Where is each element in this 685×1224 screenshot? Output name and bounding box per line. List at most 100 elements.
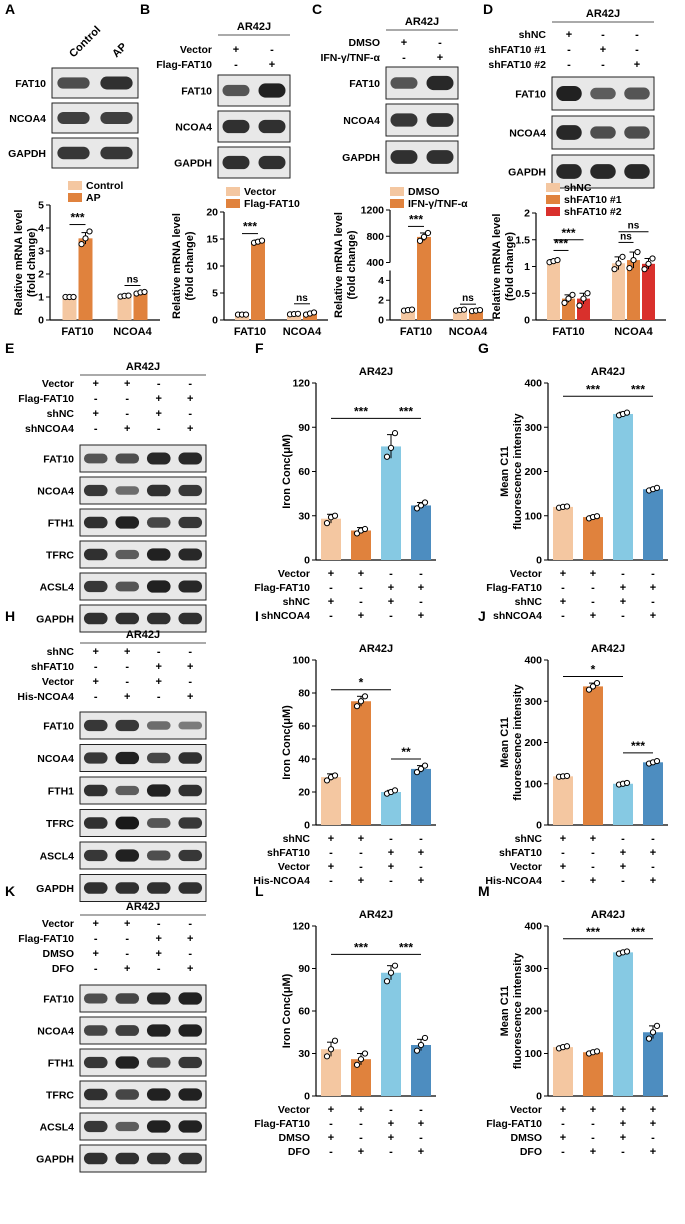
condition-sign: +: [124, 423, 130, 435]
panel-label: E: [5, 340, 14, 356]
data-point: [327, 1046, 335, 1053]
data-point: [353, 530, 361, 537]
protein-band: [222, 84, 250, 97]
condition-sign: -: [561, 1146, 565, 1158]
bar: [553, 506, 573, 560]
data-point: [569, 291, 576, 298]
protein-band: [115, 719, 140, 732]
condition-sign: +: [187, 393, 193, 405]
significance-label: **: [401, 745, 411, 759]
condition-label: shNC: [515, 833, 543, 845]
lane-header: AP: [110, 41, 129, 60]
y-tick-label: 100: [292, 655, 310, 667]
data-point: [331, 512, 339, 519]
protein-band: [83, 453, 108, 464]
data-point: [86, 228, 93, 235]
chart-title: AR42J: [359, 909, 393, 921]
condition-label: Flag-FAT10: [18, 393, 74, 405]
condition-label: Vector: [278, 568, 310, 580]
protein-band: [178, 817, 203, 829]
legend-swatch: [390, 199, 404, 208]
y-tick-label: 100: [524, 778, 542, 790]
condition-sign: -: [125, 676, 129, 688]
condition-sign: +: [620, 1118, 626, 1130]
data-point: [421, 499, 429, 506]
condition-sign: +: [620, 596, 626, 608]
chart-title: AR42J: [591, 366, 625, 378]
label-line: (fold change): [184, 231, 196, 300]
condition-sign: -: [125, 393, 129, 405]
condition-sign: -: [157, 378, 161, 390]
panel-label: J: [478, 608, 486, 624]
condition-sign: -: [651, 833, 655, 845]
protein-band: [83, 817, 108, 829]
data-point: [615, 260, 622, 267]
data-point: [420, 233, 428, 241]
condition-sign: -: [157, 423, 161, 435]
bar: [642, 263, 655, 320]
condition-sign: +: [328, 1132, 334, 1144]
protein-label: FTH1: [48, 786, 74, 798]
protein-band: [83, 752, 108, 764]
protein-label: ACSL4: [40, 582, 75, 594]
data-point: [361, 693, 369, 700]
condition-sign: -: [270, 44, 274, 56]
protein-band: [115, 453, 140, 464]
bar: [411, 768, 431, 825]
condition-sign: -: [561, 847, 565, 859]
protein-band: [556, 125, 582, 140]
condition-label: shFAT10: [267, 847, 310, 859]
y-tick-label: 120: [292, 378, 310, 390]
condition-sign: -: [591, 1118, 595, 1130]
condition-label: Flag-FAT10: [156, 59, 212, 71]
protein-band: [146, 484, 171, 497]
y-tick-label: 30: [298, 1048, 310, 1060]
panel-label: I: [255, 608, 259, 624]
protein-band: [115, 1089, 140, 1100]
condition-sign: -: [329, 1146, 333, 1158]
condition-sign: -: [389, 568, 393, 580]
protein-band: [426, 150, 454, 164]
significance-label: ns: [620, 231, 632, 242]
data-point: [258, 237, 266, 244]
condition-sign: -: [329, 875, 333, 887]
y-tick-label: 90: [298, 422, 310, 434]
data-point: [589, 683, 597, 690]
y-tick-label: 300: [524, 696, 542, 708]
data-point: [353, 703, 361, 710]
data-point: [417, 502, 425, 509]
condition-sign: -: [651, 861, 655, 873]
protein-band: [146, 452, 171, 465]
protein-band: [178, 1120, 203, 1133]
condition-sign: +: [93, 378, 99, 390]
data-point: [580, 295, 587, 302]
condition-sign: +: [187, 423, 193, 435]
protein-label: TFRC: [46, 1090, 74, 1102]
protein-label: FTH1: [48, 518, 74, 530]
y-tick-label: 1200: [361, 205, 385, 217]
bar: [643, 1032, 663, 1096]
protein-band: [390, 150, 418, 164]
protein-band: [115, 816, 140, 830]
condition-label: shNC: [519, 29, 547, 41]
legend-label: DMSO: [408, 186, 440, 198]
condition-sign: +: [358, 610, 364, 622]
condition-sign: -: [94, 393, 98, 405]
protein-label: FAT10: [15, 78, 46, 90]
condition-sign: +: [590, 568, 596, 580]
condition-sign: -: [94, 423, 98, 435]
condition-sign: +: [328, 568, 334, 580]
condition-sign: +: [620, 1132, 626, 1144]
condition-sign: +: [560, 1132, 566, 1144]
condition-sign: +: [358, 833, 364, 845]
protein-band: [222, 155, 250, 170]
y-tick-label: 400: [524, 921, 542, 933]
panel-label: F: [255, 340, 264, 356]
protein-band: [83, 612, 108, 625]
condition-label: Vector: [42, 918, 74, 930]
y-tick-label: 200: [524, 1006, 542, 1018]
protein-band: [258, 119, 286, 134]
condition-sign: +: [156, 408, 162, 420]
protein-band: [178, 882, 203, 894]
condition-sign: -: [419, 1132, 423, 1144]
